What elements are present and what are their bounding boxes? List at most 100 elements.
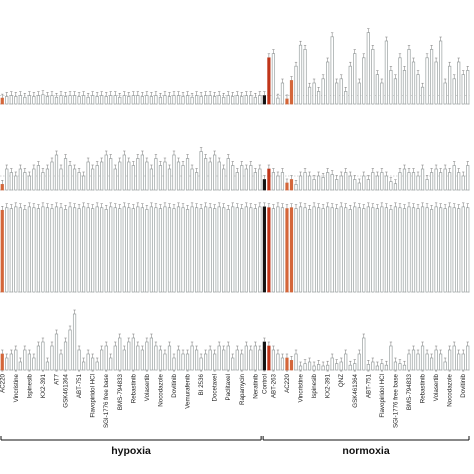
bar (452, 78, 456, 105)
bar (136, 95, 140, 105)
bar (149, 168, 153, 191)
bar (63, 341, 68, 371)
bar (466, 345, 470, 371)
bar (348, 209, 352, 293)
bar (249, 95, 253, 105)
bar (294, 65, 298, 105)
bar (145, 341, 149, 371)
bar (167, 207, 172, 293)
bar (294, 208, 298, 293)
bar (226, 158, 230, 191)
bar (86, 161, 90, 191)
bar (27, 206, 31, 293)
bar (77, 349, 81, 371)
chart-panels (0, 28, 470, 371)
bar (226, 345, 230, 371)
bar (448, 65, 452, 105)
bar (384, 207, 388, 293)
tick-label: ABT-751 (76, 373, 83, 398)
bar (226, 209, 230, 293)
bar (439, 40, 443, 105)
bar (466, 165, 470, 191)
bar (407, 206, 411, 293)
bar (32, 357, 36, 371)
bar (95, 96, 99, 105)
bar (448, 172, 452, 191)
bar (321, 177, 325, 191)
bar (280, 82, 285, 105)
bar (389, 70, 393, 105)
bar (321, 365, 325, 371)
bar (339, 206, 343, 293)
bar (416, 175, 420, 191)
bar (113, 95, 117, 105)
bar (362, 57, 366, 105)
bar (335, 179, 339, 191)
bar (434, 168, 438, 191)
bar (181, 96, 185, 105)
bar (303, 49, 307, 105)
bar (222, 96, 226, 105)
bar (312, 179, 316, 191)
bar (158, 96, 163, 105)
bar (54, 154, 59, 191)
bar (280, 172, 285, 191)
bar (41, 94, 45, 105)
bar (172, 357, 176, 371)
bar (448, 349, 452, 371)
bar (181, 353, 185, 371)
bar (425, 353, 429, 371)
bar (45, 361, 50, 371)
bar (91, 95, 95, 105)
bar (82, 361, 86, 371)
bar (335, 363, 339, 371)
bar (298, 206, 303, 293)
bar (131, 165, 135, 191)
bar (312, 365, 316, 371)
tick-label: Dovitinib (171, 373, 178, 397)
bar (86, 207, 90, 293)
bar (176, 161, 181, 191)
bar (118, 96, 122, 105)
bar (429, 357, 434, 371)
bar (45, 96, 50, 105)
bar (353, 363, 357, 371)
bar (253, 96, 257, 105)
bar (194, 349, 199, 371)
bar (407, 353, 411, 371)
bar (249, 349, 253, 371)
bar (213, 154, 217, 191)
bar (398, 172, 402, 191)
group-label-hypoxia: hypoxia (111, 445, 151, 457)
bar (420, 86, 425, 105)
bar (253, 345, 257, 371)
bar (439, 172, 443, 191)
panel-2 (0, 147, 470, 191)
bar (321, 78, 325, 105)
bar (294, 353, 298, 371)
tick-label: KX2-391 (40, 373, 47, 398)
bar (443, 361, 447, 371)
bar (5, 207, 9, 293)
bar (344, 91, 348, 105)
x-tick-labels: AC220 Vincristine Ispinesib KX2-391 AT7 GSK46… (0, 370, 467, 428)
bar (289, 179, 294, 191)
bar (95, 165, 99, 191)
bar (72, 168, 77, 191)
bar (190, 96, 194, 105)
bar (82, 95, 86, 105)
bar (411, 172, 416, 191)
bar (127, 207, 131, 293)
bar (330, 36, 334, 105)
bar (344, 207, 348, 293)
bar (63, 209, 68, 293)
bar (185, 209, 190, 293)
bar (204, 353, 208, 371)
bar (420, 206, 425, 293)
tick-label: Rapamycin (239, 373, 246, 405)
bar (353, 179, 357, 191)
bar (240, 208, 244, 293)
bar (375, 365, 379, 371)
bar (59, 353, 63, 371)
bar (339, 175, 343, 191)
